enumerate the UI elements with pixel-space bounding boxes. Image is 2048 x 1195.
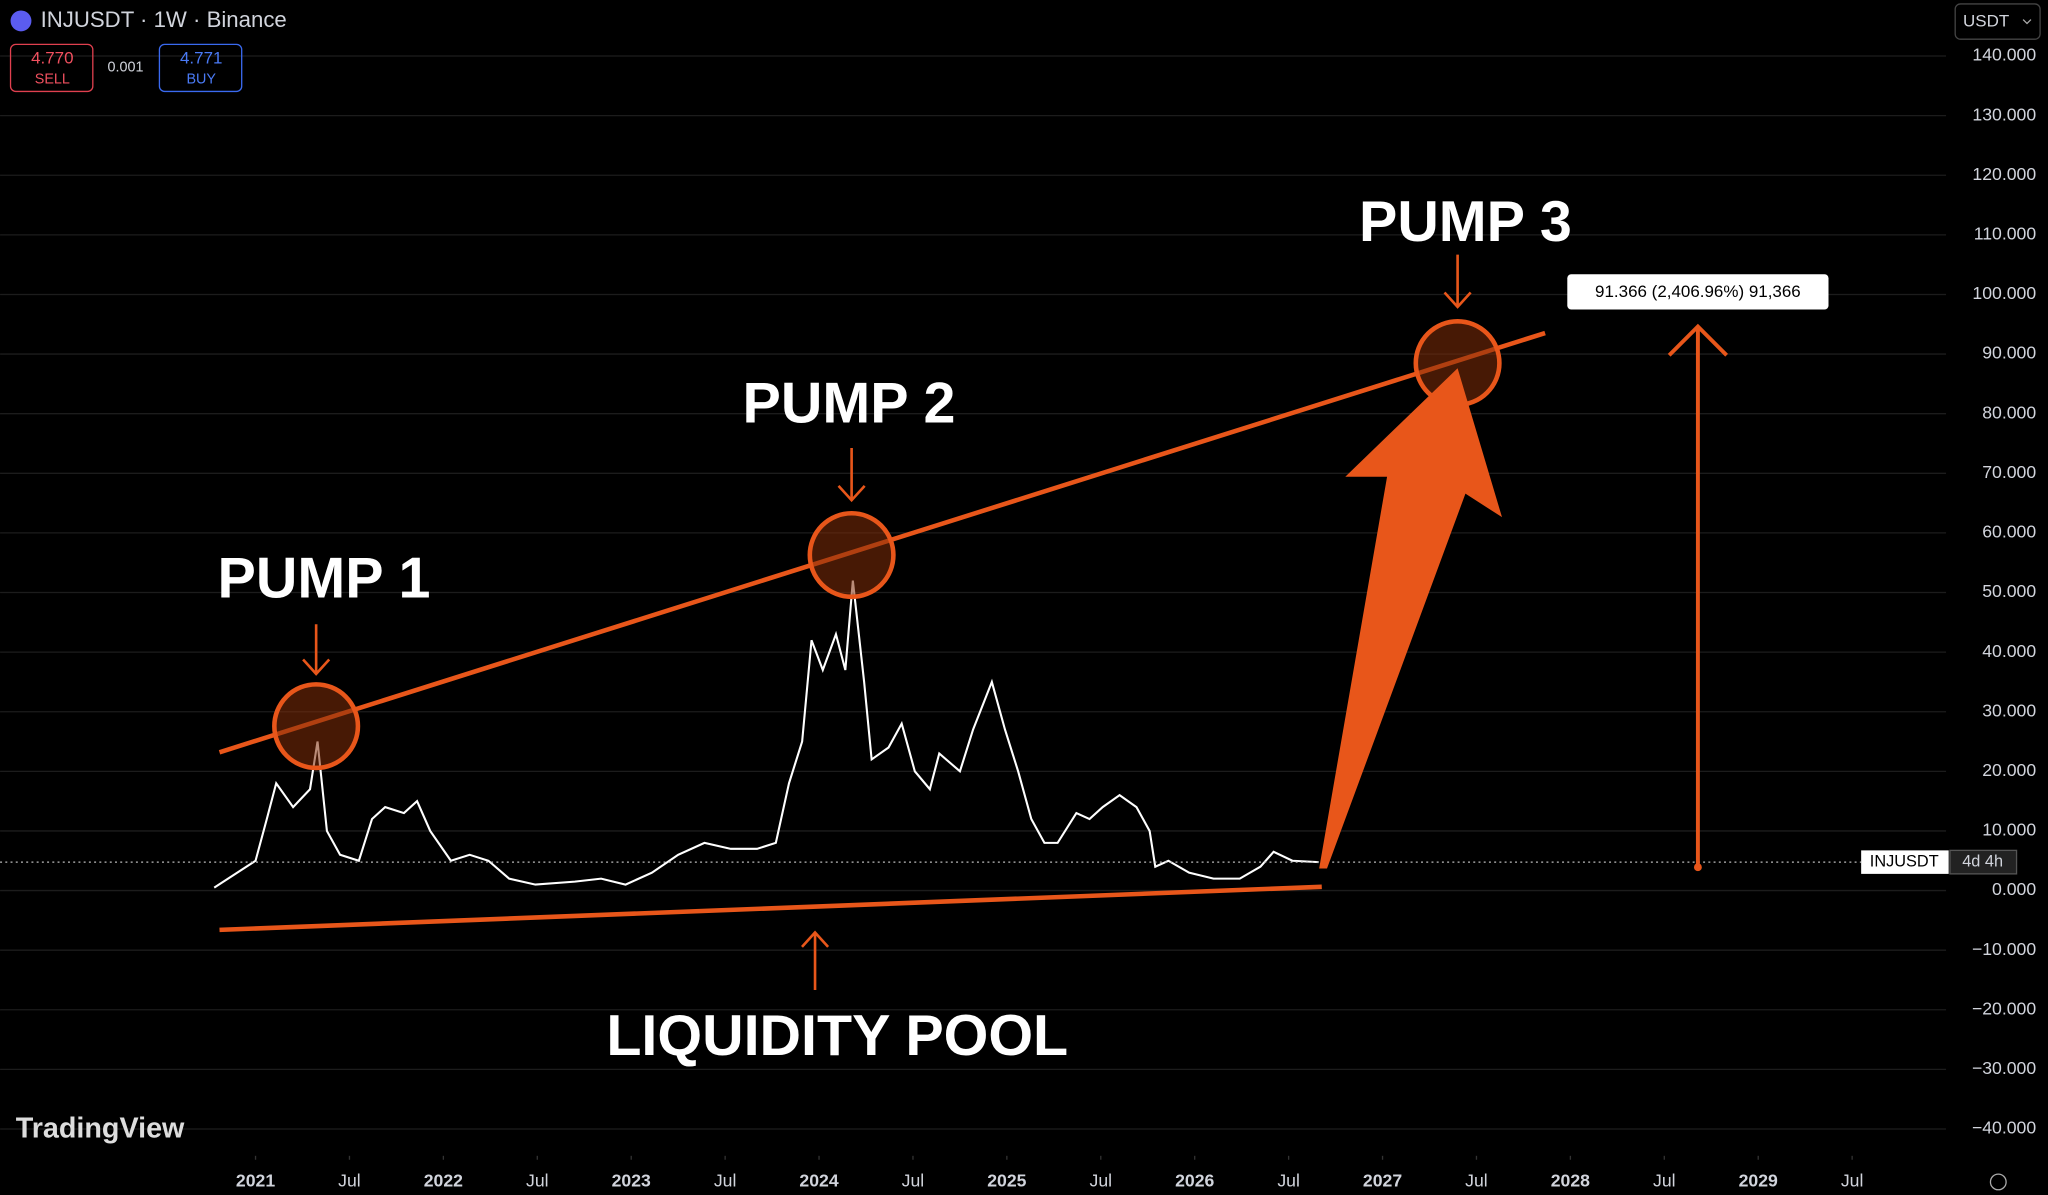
pump-circle xyxy=(272,682,361,771)
arrow xyxy=(801,930,830,990)
buy-price: 4.771 xyxy=(180,48,222,67)
arrow xyxy=(837,447,866,503)
spread: 0.001 xyxy=(107,60,143,76)
x-tick-label: Jul xyxy=(1841,1171,1864,1191)
x-tick-label: 2029 xyxy=(1739,1171,1778,1191)
y-tick-label: 100.000 xyxy=(1972,283,2036,303)
price-line xyxy=(213,580,1319,889)
y-tick-label: 0.000 xyxy=(1992,879,2036,899)
y-tick-label: 110.000 xyxy=(1974,224,2037,244)
symbol-logo xyxy=(10,10,32,32)
measure-label: 91.366 (2,406.96%) 91,366 xyxy=(1595,282,1801,301)
buy-label: BUY xyxy=(186,71,216,87)
symbol-title[interactable]: INJUSDT · 1W · Binance xyxy=(41,7,287,32)
y-tick-label: −30.000 xyxy=(1972,1058,2036,1078)
settings-icon[interactable] xyxy=(1989,1173,2007,1191)
pump-label: PUMP 1 xyxy=(218,547,431,611)
x-tick-label: 2021 xyxy=(236,1171,275,1191)
x-tick-label: 2028 xyxy=(1551,1171,1590,1191)
pump-circle xyxy=(807,510,896,600)
x-tick-label: 2026 xyxy=(1175,1171,1214,1191)
dropdown-icon xyxy=(2022,19,2032,25)
y-tick-label: 10.000 xyxy=(1982,820,2036,840)
liquidity-label: LIQUIDITY POOL xyxy=(606,1004,1068,1068)
sell-price: 4.770 xyxy=(31,48,73,67)
sell-label: SELL xyxy=(35,71,70,87)
big-arrow xyxy=(1319,368,1502,869)
y-tick-label: 120.000 xyxy=(1972,164,2036,184)
y-tick-label: 70.000 xyxy=(1982,462,2036,482)
y-tick-label: 140.000 xyxy=(1972,45,2036,65)
x-tick-label: Jul xyxy=(526,1171,549,1191)
y-tick-label: −10.000 xyxy=(1972,939,2036,959)
price-tag-box xyxy=(1861,850,1949,874)
y-tick-label: 50.000 xyxy=(1982,581,2036,601)
y-tick-label: −40.000 xyxy=(1972,1118,2036,1138)
y-tick-label: −20.000 xyxy=(1972,998,2036,1018)
arrow xyxy=(302,624,331,676)
x-tick-label: 2024 xyxy=(799,1171,838,1191)
currency-select[interactable] xyxy=(1954,3,2041,40)
pump-label: PUMP 3 xyxy=(1359,190,1572,254)
plot xyxy=(0,580,1862,889)
x-tick-label: 2027 xyxy=(1363,1171,1402,1191)
price-tag: INJUSDT xyxy=(1870,852,1939,870)
x-tick-label: Jul xyxy=(902,1171,925,1191)
y-tick-label: 30.000 xyxy=(1982,700,2036,720)
y-tick-label: 130.000 xyxy=(1972,104,2036,124)
y-tick-label: 80.000 xyxy=(1982,402,2036,422)
y-tick-label: 90.000 xyxy=(1982,343,2036,363)
annotations: 91.366 (2,406.96%) 91,366 PUMP 1 PUMP 2 … xyxy=(218,190,1829,1068)
measure-arrow xyxy=(1667,323,1729,868)
sell-button[interactable] xyxy=(9,43,94,93)
arrow xyxy=(1443,254,1472,309)
x-tick-label: 2025 xyxy=(987,1171,1026,1191)
y-tick-label: 40.000 xyxy=(1982,641,2036,661)
lower-trendline xyxy=(219,884,1322,933)
x-tick-label: Jul xyxy=(1653,1171,1676,1191)
currency: USDT xyxy=(1963,12,2009,31)
y-tick-label: 60.000 xyxy=(1982,522,2036,542)
pump-label: PUMP 2 xyxy=(743,372,956,436)
buy-button[interactable] xyxy=(158,43,243,93)
x-tick-label: Jul xyxy=(714,1171,737,1191)
x-tick-label: 2023 xyxy=(612,1171,651,1191)
x-tick-label: Jul xyxy=(1277,1171,1300,1191)
countdown-box xyxy=(1949,849,2018,875)
countdown: 4d 4h xyxy=(1962,852,2003,870)
watermark: TradingView xyxy=(16,1112,185,1144)
measure-start xyxy=(1693,863,1702,872)
x-tick-label: 2022 xyxy=(424,1171,463,1191)
x-tick-label: Jul xyxy=(1465,1171,1488,1191)
y-tick-label: 20.000 xyxy=(1982,760,2036,780)
x-tick-label: Jul xyxy=(338,1171,361,1191)
x-tick-label: Jul xyxy=(1090,1171,1113,1191)
measure-box xyxy=(1567,274,1829,310)
